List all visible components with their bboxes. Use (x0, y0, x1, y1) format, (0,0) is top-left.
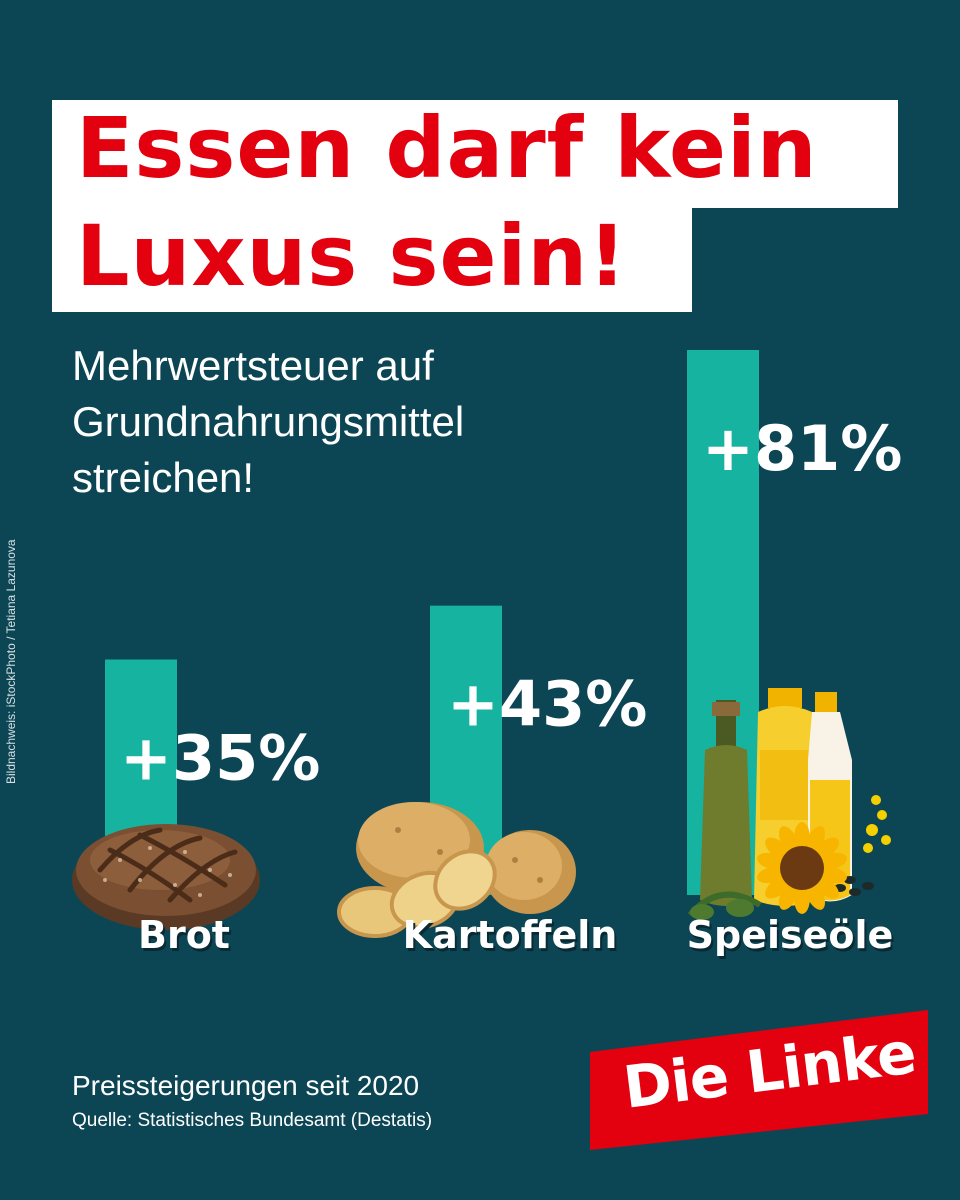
value-label-kartoffeln: +43% (447, 668, 647, 741)
category-label-brot: Brot (138, 913, 230, 957)
sunflower-petal (794, 822, 810, 854)
category-label-shadow: Kartoffeln (405, 916, 620, 960)
logo-shape (590, 1010, 928, 1150)
sunflower-icon (757, 822, 847, 914)
value-label-brot: +35% (120, 722, 320, 795)
category-label-shadow: Speiseöle (689, 916, 896, 960)
potatoes-icon (337, 802, 576, 938)
subtitle-line-2: Grundnahrungsmittel (72, 398, 465, 445)
headline-line-1: Essen darf kein (76, 99, 818, 197)
subtitle-line-1: Mehrwertsteuer auf (72, 342, 434, 389)
die-linke-logo: Die Linke (590, 1010, 930, 1150)
headline-box-1: Essen darf kein (52, 100, 898, 208)
headline-box-2: Luxus sein! (52, 208, 692, 312)
subtitle: Mehrwertsteuer auf Grundnahrungsmittel s… (72, 338, 632, 506)
category-label-shadow: Brot (140, 916, 232, 960)
category-label-kartoffeln: Kartoffeln (403, 913, 618, 957)
labels-layer: +35%BrotBrot+43%KartoffelnKartoffeln+81%… (120, 412, 902, 960)
subtitle-line-3: streichen! (72, 454, 255, 501)
footer-title: Preissteigerungen seit 2020 (72, 1070, 420, 1101)
headline-line-2: Luxus sein! (76, 207, 628, 305)
value-label-speiseöle: +81% (702, 412, 902, 485)
footer-source: Quelle: Statistisches Bundesamt (Destati… (72, 1110, 433, 1131)
category-label-speiseöle: Speiseöle (687, 913, 894, 957)
bread-icon (72, 824, 260, 930)
